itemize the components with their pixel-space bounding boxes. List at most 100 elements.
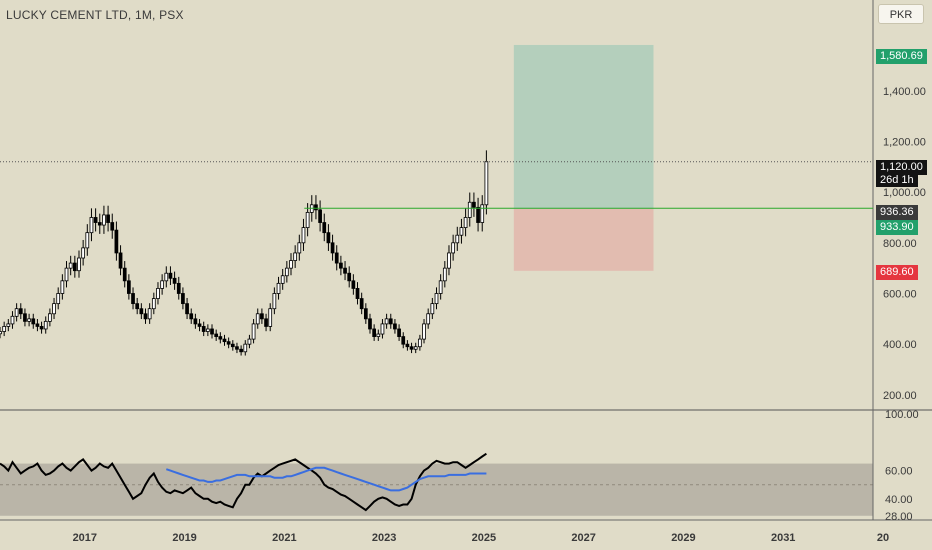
candle-down — [127, 280, 131, 294]
candle-up — [27, 318, 31, 322]
candle-down — [135, 303, 140, 310]
candle-up — [280, 275, 285, 284]
price-tick-label: 400.00 — [883, 339, 917, 351]
price-tick-label: 600.00 — [883, 288, 917, 300]
candle-up — [68, 262, 73, 269]
candle-down — [226, 341, 231, 345]
candle-down — [176, 282, 181, 294]
candle-up — [102, 214, 106, 226]
candle-down — [372, 328, 376, 337]
time-tick-label: 2031 — [771, 532, 795, 544]
candle-down — [326, 232, 331, 244]
candle-up — [451, 242, 455, 254]
candle-down — [264, 318, 268, 327]
candle-down — [197, 323, 202, 327]
candle-up — [384, 318, 389, 325]
candle-up — [413, 346, 418, 350]
candle-up — [60, 280, 65, 294]
candle-down — [143, 313, 148, 320]
chart-title: LUCKY CEMENT LTD, 1M, PSX — [6, 8, 184, 22]
candle-up — [56, 293, 61, 305]
candle-up — [455, 234, 460, 244]
candle-down — [235, 346, 239, 350]
candle-down — [118, 252, 123, 269]
candle-up — [6, 323, 11, 327]
candle-down — [201, 326, 206, 332]
candle-up — [301, 227, 306, 244]
candle-up — [81, 247, 85, 259]
time-tick-label: 2023 — [372, 532, 396, 544]
candle-up — [463, 217, 468, 229]
candle-up — [164, 272, 169, 282]
candle-down — [35, 323, 40, 327]
candle-down — [260, 313, 264, 320]
candle-up — [380, 323, 385, 335]
candle-up — [85, 232, 90, 249]
target-zone — [513, 44, 654, 209]
candle-down — [230, 343, 235, 348]
candle-up — [10, 315, 15, 325]
candle-up — [442, 267, 447, 282]
candle-down — [359, 298, 364, 310]
candle-up — [14, 308, 19, 317]
candle-up — [430, 303, 435, 315]
candle-up — [305, 211, 310, 229]
candle-up — [422, 323, 426, 340]
candle-up — [247, 338, 252, 345]
candle-up — [255, 313, 260, 325]
time-tick-label: 2019 — [172, 532, 196, 544]
candle-up — [426, 313, 431, 325]
candle-down — [122, 267, 127, 282]
candle-up — [64, 267, 69, 282]
candle-up — [160, 280, 164, 289]
candle-up — [438, 280, 443, 294]
rsi-ma-line — [165, 466, 487, 492]
candle-down — [355, 288, 360, 299]
candle-down — [343, 267, 347, 274]
candle-up — [2, 326, 7, 332]
candle-down — [401, 336, 406, 345]
rsi-tick-label: 40.00 — [885, 494, 913, 506]
candle-up — [484, 161, 489, 206]
candle-down — [363, 308, 368, 320]
time-tick-label: 2021 — [272, 532, 296, 544]
candle-down — [222, 338, 227, 343]
candle-up — [289, 260, 293, 269]
target-price-tag: 1,580.69 — [876, 49, 927, 64]
candle-up — [293, 252, 298, 261]
bar-countdown: 26d 1h — [876, 174, 918, 187]
candle-down — [189, 313, 194, 320]
candle-down — [131, 293, 135, 305]
candle-down — [106, 214, 110, 223]
currency-button[interactable]: PKR — [878, 4, 924, 24]
price-tick-label: 800.00 — [883, 238, 917, 250]
candle-up — [268, 308, 273, 327]
candle-down — [110, 222, 115, 231]
candle-down — [334, 252, 339, 264]
candle-up — [447, 252, 451, 269]
candle-up — [0, 331, 2, 335]
candle-down — [314, 204, 318, 211]
candle-up — [48, 313, 52, 322]
candle-down — [193, 318, 198, 325]
candle-down — [214, 333, 219, 337]
time-tick-label: 2025 — [472, 532, 496, 544]
price-tick-label: 1,200.00 — [883, 136, 926, 148]
candle-down — [318, 209, 322, 223]
candle-down — [351, 280, 356, 289]
rsi-tick-label: 100.00 — [885, 409, 919, 421]
time-tick-label: 2027 — [571, 532, 595, 544]
candle-down — [397, 328, 401, 337]
candle-down — [18, 308, 23, 315]
candle-up — [243, 343, 248, 353]
candle-up — [434, 293, 439, 305]
candle-up — [272, 293, 277, 310]
level-price-tag: 936.36 — [876, 205, 918, 220]
candle-up — [77, 257, 81, 272]
candle-down — [405, 343, 410, 348]
candle-up — [376, 333, 381, 337]
candle-down — [93, 217, 98, 223]
candle-down — [476, 206, 480, 223]
candle-up — [52, 303, 56, 315]
candle-down — [368, 318, 372, 330]
